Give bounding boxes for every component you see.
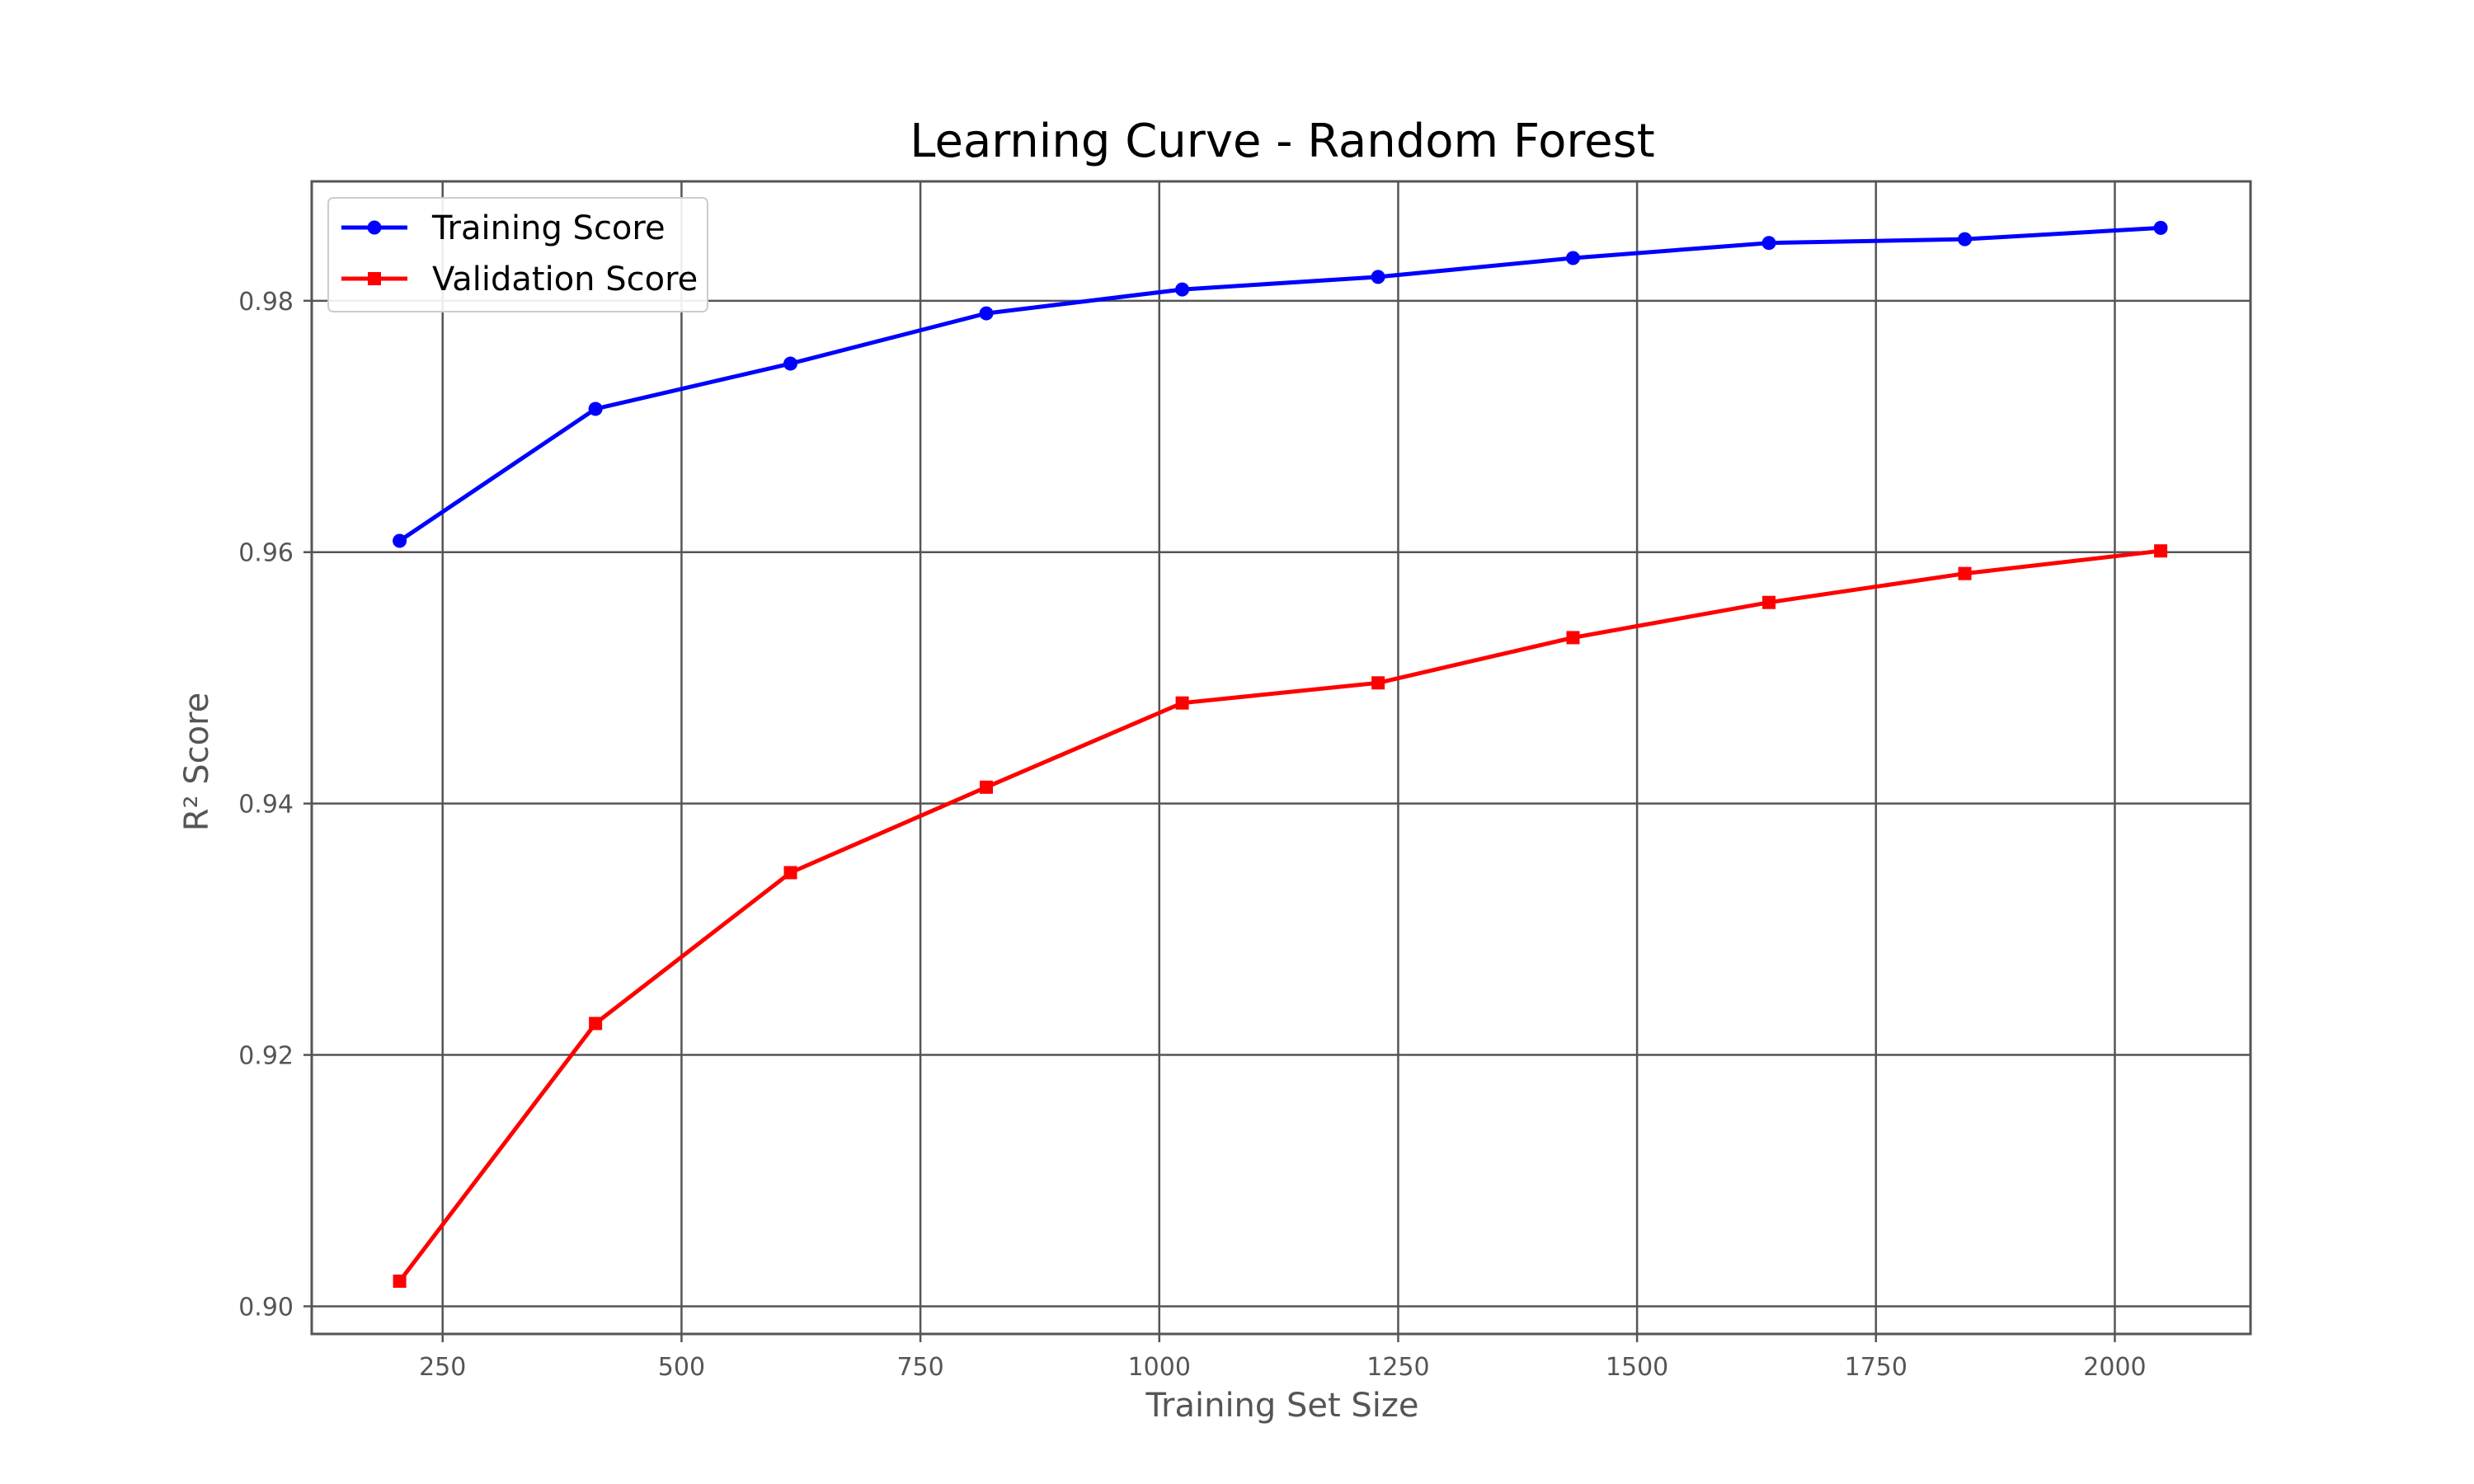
y-axis-label: R² Score xyxy=(178,693,216,832)
legend-marker xyxy=(368,272,381,285)
data-point-validation-score xyxy=(1566,631,1580,645)
data-point-training-score xyxy=(783,356,798,371)
data-point-training-score xyxy=(1761,236,1776,251)
data-point-training-score xyxy=(393,533,407,548)
x-tick-label: 750 xyxy=(896,1353,943,1382)
series-line-training-score xyxy=(398,225,2161,543)
data-point-validation-score xyxy=(980,780,994,794)
legend-item-training-score: Training Score xyxy=(341,209,666,247)
data-point-training-score xyxy=(588,402,603,416)
x-tick-label: 1500 xyxy=(1606,1353,1668,1382)
data-point-validation-score xyxy=(1371,676,1385,690)
data-point-validation-score xyxy=(1175,696,1189,710)
legend-label: Validation Score xyxy=(432,261,698,298)
data-point-training-score xyxy=(979,306,994,321)
data-point-validation-score xyxy=(393,1274,407,1288)
data-point-validation-score xyxy=(783,866,797,880)
legend-label: Training Score xyxy=(431,209,666,247)
y-tick-label: 0.92 xyxy=(238,1042,294,1071)
chart-title: Learning Curve - Random Forest xyxy=(910,115,1654,168)
x-tick-label: 1250 xyxy=(1366,1353,1429,1382)
data-point-validation-score xyxy=(1958,566,1972,580)
data-point-validation-score xyxy=(2154,544,2168,558)
x-tick-label: 1000 xyxy=(1128,1353,1191,1382)
x-tick-label: 1750 xyxy=(1845,1353,1907,1382)
y-tick-label: 0.90 xyxy=(238,1293,294,1322)
series-training-score xyxy=(393,220,2168,548)
grid xyxy=(312,181,2251,1334)
data-point-validation-score xyxy=(589,1017,603,1031)
legend-marker xyxy=(367,220,382,235)
legend-item-validation-score: Validation Score xyxy=(341,261,698,298)
legend: Training Score Validation Score xyxy=(327,197,708,312)
x-tick-label: 2000 xyxy=(2083,1353,2146,1382)
x-tick-label: 500 xyxy=(658,1353,705,1382)
x-axis-label: Training Set Size xyxy=(1145,1387,1418,1425)
axis-ticks: 250 500 750 1000 1250 1500 1750 2000 0.90 0.92 0.9… xyxy=(238,288,2146,1382)
series-line-validation-score xyxy=(397,548,2161,1283)
plot-frame xyxy=(310,180,2252,1336)
data-point-training-score xyxy=(1175,282,1190,297)
data-point-training-score xyxy=(1565,251,1580,265)
y-tick-label: 0.98 xyxy=(238,288,294,317)
legend-box xyxy=(327,197,708,312)
series-group xyxy=(393,220,2168,1288)
x-tick-label: 250 xyxy=(419,1353,466,1382)
y-tick-label: 0.96 xyxy=(238,539,294,568)
data-point-training-score xyxy=(2153,220,2168,235)
data-point-training-score xyxy=(1371,270,1385,284)
series-validation-score xyxy=(393,544,2168,1288)
data-point-validation-score xyxy=(1762,595,1776,609)
data-point-training-score xyxy=(1958,232,1973,247)
y-tick-label: 0.94 xyxy=(238,791,294,819)
